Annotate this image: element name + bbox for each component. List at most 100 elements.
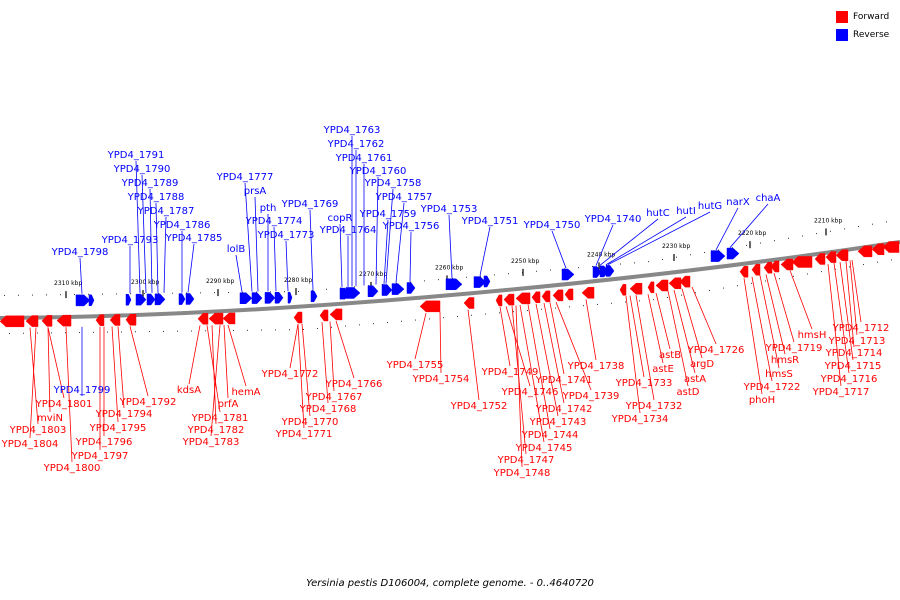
reverse-gene-arrow — [135, 293, 147, 306]
reverse-gene-label: lolB — [227, 244, 246, 255]
forward-gene-label: YPD4_1801 — [35, 399, 93, 410]
forward-gene-label: YPD4_1797 — [71, 451, 129, 462]
forward-gene-label: YPD4_1782 — [187, 425, 245, 436]
forward-gene-label: YPD4_1770 — [281, 417, 339, 428]
reverse-gene-arrow — [185, 293, 195, 305]
reverse-gene-label: YPD4_1787 — [137, 206, 195, 217]
forward-gene-label: argD — [690, 359, 714, 370]
forward-gene-arrow — [109, 314, 121, 326]
forward-gene-label: YPD4_1795 — [89, 423, 147, 434]
forward-gene-arrow — [647, 281, 655, 294]
forward-gene-label: YPD4_1732 — [625, 401, 683, 412]
reverse-gene-label: hutG — [698, 201, 722, 212]
reverse-gene-label: YPD4_1791 — [107, 150, 165, 161]
forward-gene-label: astD — [677, 387, 700, 398]
forward-gene-label: YPD4_1717 — [812, 387, 870, 398]
forward-gene-arrow — [564, 288, 574, 301]
forward-gene-label: YPD4_1804 — [1, 439, 59, 450]
forward-gene-label: YPD4_1766 — [325, 379, 383, 390]
reverse-gene-label: YPD4_1751 — [461, 216, 519, 227]
forward-gene-label: YPD4_1742 — [535, 404, 593, 415]
track-dots — [4, 221, 892, 334]
forward-gene-arrow — [319, 309, 329, 322]
forward-gene-label: YPD4_1794 — [95, 409, 153, 420]
forward-gene-label: YPD4_1745 — [515, 443, 573, 454]
forward-gene-label: hemA — [231, 387, 260, 398]
legend-item-forward: Forward — [836, 8, 889, 26]
forward-gene-label: phoH — [749, 395, 775, 406]
reverse-gene-label: narX — [726, 197, 750, 208]
reverse-gene-label: hutI — [676, 206, 696, 217]
forward-gene-label: YPD4_1746 — [501, 387, 559, 398]
scale-tick-label: 2220 kbp — [738, 230, 766, 237]
genome-caption: Yersinia pestis D106004, complete genome… — [306, 578, 594, 589]
reverse-gene-arrow — [75, 294, 91, 307]
reverse-gene-arrow — [310, 290, 318, 303]
reverse-gene-arrow — [726, 247, 740, 260]
reverse-gene-arrow — [264, 292, 276, 304]
reverse-gene-arrow — [274, 292, 284, 304]
forward-gene-arrow — [197, 313, 209, 325]
reverse-gene-label: YPD4_1740 — [584, 214, 642, 225]
forward-gene-label: YPD4_1767 — [305, 392, 363, 403]
reverse-gene-label: YPD4_1764 — [319, 225, 377, 236]
reverse-gene-label: YPD4_1774 — [245, 216, 303, 227]
forward-gene-arrow — [629, 282, 643, 295]
reverse-gene-arrow — [710, 250, 726, 262]
forward-gene-label: YPD4_1752 — [450, 401, 508, 412]
forward-gene-arrow — [463, 297, 475, 309]
forward-gene-label: YPD4_1741 — [535, 375, 593, 386]
forward-gene-arrow — [552, 289, 564, 302]
forward-gene-arrow — [770, 260, 780, 273]
forward-gene-arrow — [515, 292, 531, 305]
forward-gene-arrow — [293, 311, 303, 324]
forward-gene-label: YPD4_1803 — [9, 425, 67, 436]
forward-gene-label: YPD4_1716 — [820, 374, 878, 385]
forward-gene-arrow — [791, 256, 813, 268]
forward-gene-arrow — [882, 241, 900, 253]
reverse-swatch — [836, 29, 848, 41]
forward-gene-label: YPD4_1800 — [43, 463, 101, 474]
forward-gene-arrow — [655, 279, 669, 292]
forward-gene-arrow — [41, 315, 53, 327]
reverse-gene-label: YPD4_1750 — [523, 220, 581, 231]
reverse-gene-label: hutC — [646, 208, 670, 219]
scale-tick-label: 2270 kbp — [359, 271, 387, 278]
scale-tick-label: 2280 kbp — [284, 277, 312, 284]
reverse-gene-label: prsA — [244, 186, 267, 197]
reverse-gene-arrow — [88, 294, 95, 307]
forward-gene-arrow — [780, 258, 794, 271]
scale-tick-label: 2300 kbp — [131, 279, 159, 286]
reverse-gene-arrow — [483, 275, 491, 288]
forward-gene-label: astB — [659, 350, 681, 361]
forward-gene-label: YPD4_1748 — [493, 468, 551, 479]
forward-gene-label: YPD4_1772 — [261, 369, 319, 380]
forward-gene-label: YPD4_1733 — [615, 378, 673, 389]
forward-gene-label: YPD4_1713 — [828, 336, 886, 347]
forward-gene-arrow — [531, 291, 541, 304]
reverse-gene-arrow — [367, 285, 379, 297]
label-leaders — [29, 136, 862, 468]
scale-tick-label: 2230 kbp — [662, 243, 690, 250]
reverse-gene-label: YPD4_1788 — [127, 192, 185, 203]
forward-gene-label: YPD4_1719 — [765, 343, 823, 354]
forward-gene-label: YPD4_1771 — [275, 429, 333, 440]
forward-gene-label: YPD4_1781 — [191, 413, 249, 424]
forward-gene-label: YPD4_1755 — [386, 360, 444, 371]
reverse-gene-arrow — [561, 268, 575, 281]
legend-label-reverse: Reverse — [853, 30, 890, 40]
forward-gene-label: YPD4_1738 — [567, 361, 625, 372]
forward-gene-arrow — [131, 313, 137, 326]
legend-label-forward: Forward — [853, 12, 890, 22]
reverse-gene-arrow — [592, 266, 602, 278]
forward-gene-label: astE — [652, 364, 674, 375]
scale-tick-label: 2210 kbp — [814, 217, 842, 224]
reverse-gene-arrow — [125, 294, 132, 306]
legend: Forward Reverse — [836, 8, 889, 44]
forward-gene-arrow — [763, 261, 773, 274]
forward-gene-label: hmsR — [771, 355, 799, 366]
reverse-gene-label: copR — [328, 213, 353, 224]
reverse-gene-label: YPD4_1785 — [165, 233, 223, 244]
forward-gene-arrow — [208, 312, 224, 325]
